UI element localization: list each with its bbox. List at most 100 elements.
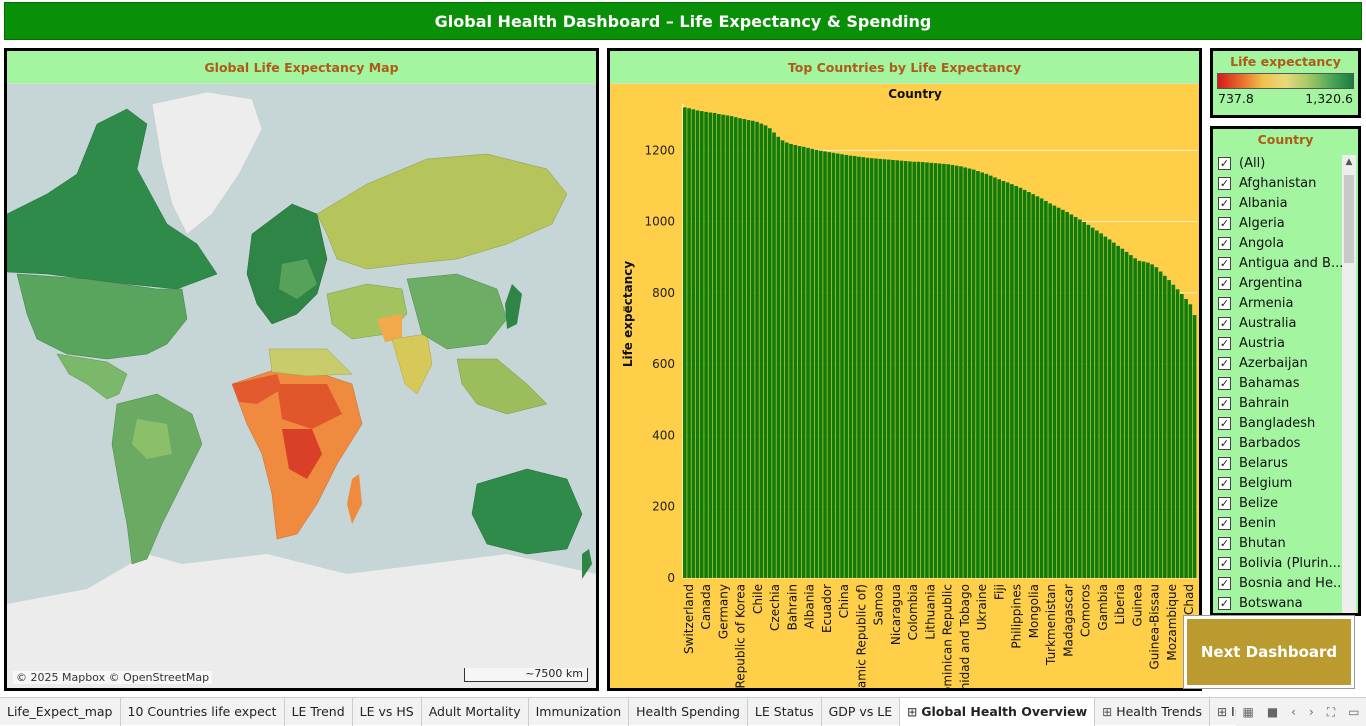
checkbox-checked-icon[interactable]: ✓ <box>1218 456 1231 470</box>
filter-item[interactable]: ✓ Argentina <box>1218 273 1344 293</box>
checkbox-checked-icon[interactable]: ✓ <box>1218 196 1231 210</box>
tab-label: LE Trend <box>291 704 345 719</box>
checkbox-checked-icon[interactable]: ✓ <box>1218 256 1231 270</box>
tab-label: Health Trends <box>1116 704 1202 719</box>
checkbox-checked-icon[interactable]: ✓ <box>1218 316 1231 330</box>
chart-bar <box>831 152 836 578</box>
present-icon[interactable]: ▭ <box>1348 705 1360 719</box>
filter-item[interactable]: ✓ Belarus <box>1218 453 1344 473</box>
filter-item[interactable]: ✓ Bangladesh <box>1218 413 1344 433</box>
chart-bar <box>818 150 823 578</box>
checkbox-checked-icon[interactable]: ✓ <box>1218 216 1231 230</box>
sheet-tab[interactable]: LE vs HS <box>353 697 422 726</box>
sheet-tab[interactable]: LE Trend <box>285 697 353 726</box>
filter-item[interactable]: ✓ Bahrain <box>1218 393 1344 413</box>
chart-bar <box>942 163 946 578</box>
tab-label: LE vs HS <box>359 704 414 719</box>
checkbox-checked-icon[interactable]: ✓ <box>1218 596 1231 610</box>
filter-item[interactable]: ✓ Benin <box>1218 513 1344 533</box>
filter-item[interactable]: ✓ Antigua and B... <box>1218 253 1344 273</box>
filter-item[interactable]: ✓ Afghanistan <box>1218 173 1344 193</box>
prev-tab-icon[interactable]: ‹ <box>1291 705 1296 719</box>
chart-bar <box>997 179 1001 578</box>
checkbox-checked-icon[interactable]: ✓ <box>1218 356 1231 370</box>
filter-item[interactable]: ✓ Belize <box>1218 493 1344 513</box>
filter-item-label: Bolivia (Plurin... <box>1239 555 1341 571</box>
filter-item-label: Angola <box>1239 235 1284 251</box>
sheet-tab[interactable]: Life_Expect_map <box>0 697 121 726</box>
chart-bar <box>1048 203 1052 578</box>
filter-item[interactable]: ✓ Albania <box>1218 193 1344 213</box>
checkbox-checked-icon[interactable]: ✓ <box>1218 496 1231 510</box>
x-tick-label: Bahrain <box>785 584 799 630</box>
filter-item[interactable]: ✓ Bahamas <box>1218 373 1344 393</box>
chart-bar <box>793 144 798 578</box>
chart-bar <box>708 112 713 579</box>
tab-label: Adult Mortality <box>428 704 521 719</box>
checkbox-checked-icon[interactable]: ✓ <box>1218 516 1231 530</box>
sheet-tab[interactable]: LE Status <box>748 697 822 726</box>
chart-bar <box>750 120 755 579</box>
checkbox-checked-icon[interactable]: ✓ <box>1218 556 1231 570</box>
next-dashboard-button[interactable]: Next Dashboard <box>1184 616 1354 688</box>
y-tick-label: 0 <box>667 571 675 585</box>
checkbox-checked-icon[interactable]: ✓ <box>1218 576 1231 590</box>
checkbox-checked-icon[interactable]: ✓ <box>1218 336 1231 350</box>
chart-bar <box>1044 200 1048 578</box>
filter-item[interactable]: ✓ Australia <box>1218 313 1344 333</box>
chart-bar <box>1167 280 1171 578</box>
filter-item[interactable]: ✓ Botswana <box>1218 593 1344 613</box>
checkbox-checked-icon[interactable]: ✓ <box>1218 536 1231 550</box>
world-map[interactable]: © 2025 Mapbox © OpenStreetMap ~7500 km <box>7 84 596 688</box>
sheet-tab[interactable]: Adult Mortality <box>422 697 529 726</box>
checkbox-checked-icon[interactable]: ✓ <box>1218 296 1231 310</box>
x-tick-label: Madagascar <box>1061 584 1075 657</box>
scroll-up-icon[interactable]: ▲ <box>1345 157 1353 167</box>
filter-item[interactable]: ✓ Austria <box>1218 333 1344 353</box>
checkbox-checked-icon[interactable]: ✓ <box>1218 416 1231 430</box>
filter-item[interactable]: ✓ Bosnia and He... <box>1218 573 1344 593</box>
grid-view-icon[interactable]: ▦ <box>1242 705 1254 719</box>
x-tick-label: Canada <box>699 584 713 630</box>
fullscreen-icon[interactable]: ⛶ <box>1326 704 1336 719</box>
filter-item[interactable]: ✓ Bhutan <box>1218 533 1344 553</box>
sheet-tab[interactable]: Immunization <box>529 697 630 726</box>
checkbox-checked-icon[interactable]: ✓ <box>1218 396 1231 410</box>
sheet-tab[interactable]: ⊞ Health Trends <box>1095 697 1210 726</box>
checkbox-checked-icon[interactable]: ✓ <box>1218 236 1231 250</box>
filter-item[interactable]: ✓ Armenia <box>1218 293 1344 313</box>
tab-label: Immunization <box>535 704 622 719</box>
x-tick-label: Comoros <box>1079 584 1093 637</box>
chart-bar <box>683 107 687 579</box>
chart-bar <box>852 156 857 578</box>
filter-item[interactable]: ✓ Algeria <box>1218 213 1344 233</box>
checkbox-checked-icon[interactable]: ✓ <box>1218 376 1231 390</box>
sheet-tab[interactable]: GDP vs LE <box>822 697 901 726</box>
filter-item[interactable]: ✓ (All) <box>1218 153 1344 173</box>
checkbox-checked-icon[interactable]: ✓ <box>1218 156 1231 170</box>
scroll-thumb[interactable] <box>1344 175 1354 263</box>
filter-item[interactable]: ✓ Azerbaijan <box>1218 353 1344 373</box>
tab-label: Life_Expect_map <box>7 704 113 719</box>
checkbox-checked-icon[interactable]: ✓ <box>1218 436 1231 450</box>
sheet-tab[interactable]: 10 Countries life expect <box>121 697 285 726</box>
filter-scrollbar[interactable]: ▲ <box>1342 155 1356 613</box>
filter-item[interactable]: ✓ Barbados <box>1218 433 1344 453</box>
checkbox-checked-icon[interactable]: ✓ <box>1218 176 1231 190</box>
sort-icon: ≡ <box>622 304 630 315</box>
checkbox-checked-icon[interactable]: ✓ <box>1218 476 1231 490</box>
filter-item-label: Bangladesh <box>1239 415 1316 431</box>
sheet-tab[interactable]: ⊞ Global Health Overview <box>900 697 1096 726</box>
list-view-icon[interactable]: ■ <box>1266 705 1279 719</box>
sheet-tab[interactable]: Health Spending <box>629 697 748 726</box>
chart-axis-title: Country <box>888 87 942 101</box>
next-tab-icon[interactable]: › <box>1308 705 1314 719</box>
world-map-graphic <box>7 91 596 688</box>
bar-chart[interactable]: Country 0 200 400 600 800 1000 1200 Life expecta… <box>610 84 1199 688</box>
filter-item[interactable]: ✓ Bolivia (Plurin... <box>1218 553 1344 573</box>
filter-item[interactable]: ✓ Belgium <box>1218 473 1344 493</box>
filter-item[interactable]: ✓ Angola <box>1218 233 1344 253</box>
chart-bar <box>742 118 747 579</box>
checkbox-checked-icon[interactable]: ✓ <box>1218 276 1231 290</box>
x-tick-label: Albania <box>803 584 817 629</box>
